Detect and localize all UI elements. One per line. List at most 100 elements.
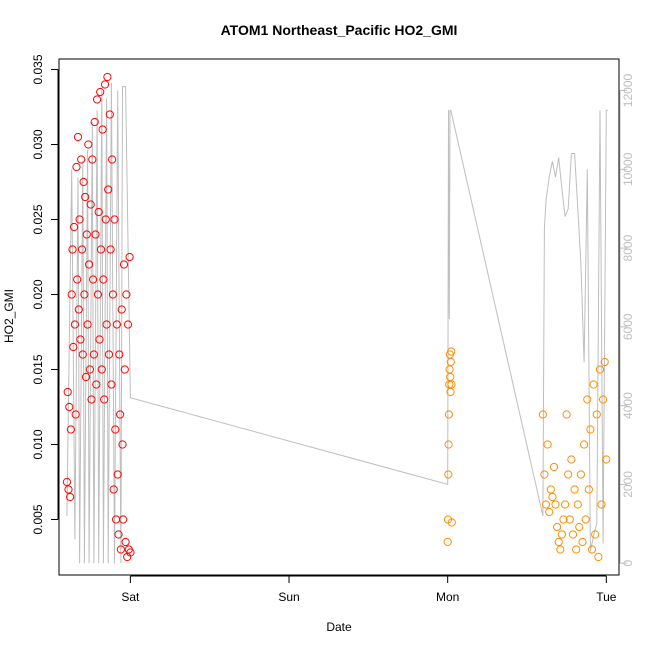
data-point-series-1 [100,395,109,404]
data-point-series-1 [89,275,98,284]
data-point-series-2 [599,395,608,404]
data-point-series-2 [443,537,452,547]
data-point-series-1 [77,155,86,164]
data-point-series-2 [562,410,571,419]
y2-tick-label: 8000 [621,234,635,261]
data-point-series-1 [70,320,80,329]
data-point-series-1 [66,425,76,434]
axes-layer: Sat Sun Mon Tue 0.005 0.010 0.015 0.020 0.025 0.0… [31,54,635,604]
data-point-series-2 [559,515,568,524]
data-point-series-2 [595,365,605,374]
data-point-series-2 [546,485,555,494]
data-point-series-1 [125,252,134,262]
x-tick-label: Sun [278,590,299,604]
data-point-series-1 [108,155,117,164]
data-point-series-1 [89,350,99,359]
data-point-series-1 [92,380,101,389]
data-point-series-2 [568,530,578,539]
data-point-series-1 [111,425,120,434]
data-point-series-2 [570,485,579,494]
data-point-series-1 [116,410,125,419]
data-point-series-1 [74,305,83,314]
data-point-series-1 [104,185,113,194]
data-point-series-1 [62,477,72,487]
data-point-series-2 [580,440,589,449]
data-point-series-2 [602,455,611,464]
y-tick-label: 0.020 [31,279,45,309]
data-point-series-1 [96,87,105,97]
data-point-series-1 [70,222,79,232]
data-point-series-1 [86,200,95,209]
data-point-series-1 [73,275,82,284]
data-point-series-2 [553,522,562,532]
data-point-series-1 [120,365,129,374]
data-point-series-2 [572,545,581,554]
data-point-series-1 [95,335,104,344]
y-axis-label: HO2_GMI [2,289,16,343]
data-point-series-1 [119,515,128,524]
data-point-series-1 [66,492,75,502]
data-point-series-1 [113,470,122,479]
data-point-series-2 [565,515,574,524]
data-point-series-1 [123,320,133,329]
y2-tick-label: 2000 [621,471,635,498]
data-point-series-1 [82,230,91,239]
data-point-series-1 [102,320,111,329]
data-point-series-1 [110,215,119,224]
data-point-series-2 [573,500,582,509]
data-point-series-2 [540,470,549,479]
y2-tick-label: 10000 [621,152,635,186]
y2-tick-label: 12000 [621,73,635,107]
data-point-series-1 [65,402,74,412]
data-point-series-2 [545,507,554,517]
altitude-line-layer [66,82,608,564]
data-point-series-1 [85,365,95,374]
data-point-series-2 [444,410,453,419]
data-point-series-1 [112,515,121,524]
data-point-series-2 [584,485,594,494]
series-layer [62,72,611,562]
data-point-series-2 [551,500,560,509]
data-point-series-1 [112,320,122,329]
data-point-series-1 [117,305,126,314]
data-point-series-1 [97,365,106,374]
data-point-series-2 [578,537,587,547]
altitude-line [66,82,608,564]
data-point-series-1 [122,290,131,299]
data-point-series-1 [116,545,126,554]
data-point-series-1 [72,162,81,172]
data-point-series-1 [101,215,110,224]
data-point-series-1 [80,290,89,299]
data-point-series-1 [67,290,76,299]
plot-frame [58,58,620,576]
data-point-series-2 [541,500,551,509]
data-point-series-1 [93,290,103,299]
data-point-series-2 [446,372,455,382]
data-point-series-1 [79,177,88,187]
data-point-series-1 [126,548,135,557]
data-point-series-1 [114,530,123,539]
data-point-series-2 [567,455,576,464]
data-point-series-1 [106,245,115,254]
y-tick-label: 0.030 [31,129,45,159]
data-point-series-1 [77,245,87,254]
data-point-series-1 [104,350,114,359]
data-point-series-1 [94,207,103,217]
data-point-series-2 [597,500,606,509]
x-axis-label: Date [326,620,352,634]
data-point-series-1 [93,95,102,104]
data-point-series-2 [548,492,557,502]
data-point-series-1 [84,140,93,149]
data-point-series-1 [63,387,72,397]
data-point-series-1 [68,245,77,254]
data-point-series-1 [85,260,94,269]
data-point-series-1 [103,72,112,82]
data-point-series-2 [444,440,453,449]
data-point-series-1 [119,260,129,269]
data-point-series-2 [561,500,570,509]
x-tick-label: Tue [596,590,617,604]
data-point-series-1 [88,155,97,164]
data-point-series-2 [447,380,456,389]
data-point-series-1 [71,410,80,419]
